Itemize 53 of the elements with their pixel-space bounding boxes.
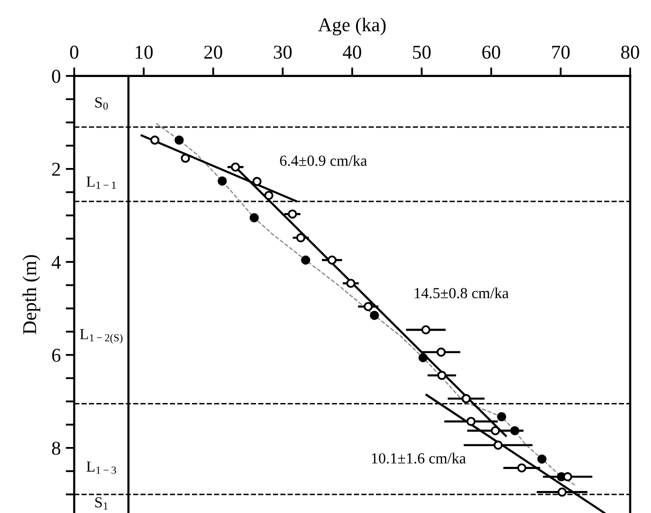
y-tick-label: 0 xyxy=(52,70,60,83)
annotation: 6.4±0.9 cm/ka xyxy=(280,155,367,166)
point xyxy=(252,176,262,186)
x-tick-label: 80 xyxy=(621,46,640,59)
point xyxy=(462,394,471,404)
point xyxy=(370,310,380,320)
point xyxy=(174,136,184,145)
point xyxy=(288,209,298,219)
point xyxy=(230,162,240,172)
x-tick-label: 40 xyxy=(342,46,362,59)
x-axis-title: Age (ka) xyxy=(318,18,386,36)
point xyxy=(436,348,446,357)
x-tick-label: 30 xyxy=(274,46,292,59)
point xyxy=(264,190,274,200)
x-tick-label: 70 xyxy=(552,46,570,59)
point xyxy=(497,412,506,422)
annotation: S$_{0}$ xyxy=(95,97,108,110)
line-series xyxy=(156,122,578,487)
x-tick-label: 0 xyxy=(70,46,78,59)
point xyxy=(327,255,337,265)
point xyxy=(490,426,500,436)
point xyxy=(510,426,520,436)
point xyxy=(250,213,259,222)
annotation: L$_{1−2(S)}$ xyxy=(80,329,122,344)
point xyxy=(421,325,430,334)
point xyxy=(364,302,373,312)
annotation: S$_{1}$ xyxy=(95,497,108,510)
x-tick-label: 50 xyxy=(413,46,431,59)
point xyxy=(494,440,503,450)
x-tick-label: 10 xyxy=(136,46,153,59)
x-tick-label: 20 xyxy=(204,46,222,59)
y-axis-title: Depth (m) xyxy=(22,255,40,334)
point xyxy=(180,154,190,163)
point xyxy=(517,463,526,472)
point xyxy=(466,416,476,426)
y-tick-label: 6 xyxy=(52,348,60,362)
y-tick-label: 8 xyxy=(52,442,60,455)
y-tick-label: 4 xyxy=(52,256,61,269)
x-tick-label: 60 xyxy=(482,46,500,59)
point xyxy=(218,176,227,186)
annotation: L$_{1−1}$ xyxy=(86,176,116,189)
annotation: 10.1±1.6 cm/ka xyxy=(372,452,466,464)
point xyxy=(150,136,160,145)
point xyxy=(437,370,446,380)
point xyxy=(296,233,306,242)
point xyxy=(346,278,356,288)
annotation: L$_{1−3}$ xyxy=(86,462,116,474)
y-tick-label: 2 xyxy=(52,162,60,176)
annotation: 14.5±0.8 cm/ka xyxy=(414,288,509,298)
point xyxy=(301,255,310,265)
point xyxy=(418,353,428,362)
point xyxy=(557,487,567,497)
point xyxy=(537,454,546,464)
